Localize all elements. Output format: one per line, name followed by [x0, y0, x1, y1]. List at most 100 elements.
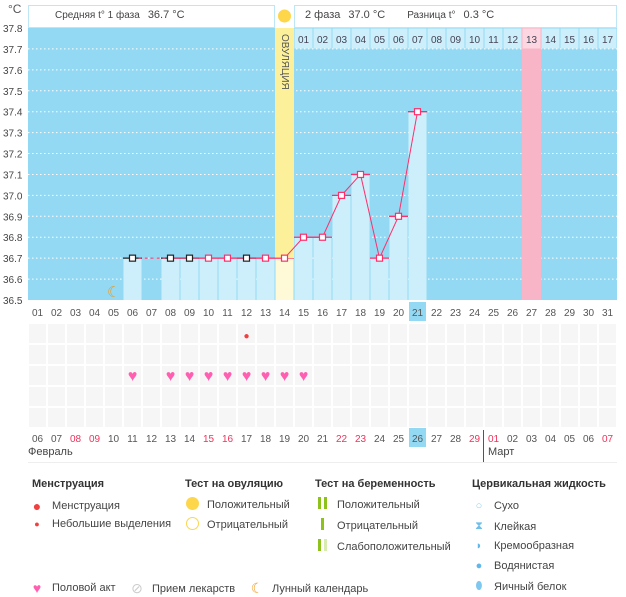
symptom-cell	[371, 366, 388, 385]
temperature-bar	[218, 258, 237, 300]
phase1-summary: Средняя t° 1 фаза 36.7 °C	[55, 9, 185, 21]
symptom-cell	[390, 324, 407, 343]
luteal-day-cell	[313, 28, 332, 49]
symptom-cell	[580, 324, 597, 343]
legend-medication: ⊘ Прием лекарств	[131, 580, 236, 596]
symptom-cell	[599, 408, 616, 427]
symptom-cell	[409, 408, 426, 427]
legend-cervical-title: Цервикальная жидкость	[472, 478, 606, 490]
bbt-chart: 37.8 37.7 37.6 37.5 37.4 37.3 37.2 37.1 37.0 36.9…	[3, 5, 617, 463]
date-label: 11	[127, 434, 138, 445]
legend-eggwhite: ⬮ Яичный белок	[472, 580, 567, 593]
symptom-cell	[143, 345, 160, 364]
symptom-cell	[200, 366, 217, 385]
luteal-day-cell	[503, 28, 522, 49]
temperature-point	[356, 170, 365, 179]
date-label: 05	[564, 434, 576, 445]
temperature-bar	[294, 237, 313, 300]
symptom-cell	[48, 387, 65, 406]
phase2-summary: 2 фаза 37.0 °C Разница t° 0.3 °C	[305, 9, 494, 21]
symptom-cell	[409, 387, 426, 406]
luteal-day-label: 06	[393, 35, 405, 46]
y-tick-label: 36.7	[3, 254, 23, 265]
legend-ov-positive: Положительный	[185, 497, 290, 513]
legend-ov-negative: Отрицательный	[185, 517, 288, 533]
symptom-cell	[599, 345, 616, 364]
symptom-cell	[371, 324, 388, 343]
date-label: 06	[583, 434, 595, 445]
ovulation-sun-icon	[278, 9, 291, 23]
symptom-cell	[447, 366, 464, 385]
legend-preg-positive: Положительный	[315, 497, 420, 512]
temperature-point	[375, 254, 384, 262]
luteal-day-label: 07	[412, 35, 424, 46]
symptom-cell	[219, 345, 236, 364]
temperature-bar	[161, 258, 180, 300]
cycle-day-label: 16	[317, 308, 329, 319]
y-tick-label: 37.0	[3, 191, 23, 202]
symptom-cell	[390, 387, 407, 406]
y-tick-label: 37.3	[3, 129, 23, 140]
symptom-cell	[124, 324, 141, 343]
small-drop-icon: ●	[34, 519, 40, 529]
symptom-cell	[504, 408, 521, 427]
symptom-cell	[295, 366, 312, 385]
date-label: 29	[469, 434, 481, 445]
legend-ovulation-title: Тест на овуляцию	[185, 478, 284, 490]
symptom-cell	[542, 387, 559, 406]
date-label: 03	[526, 434, 538, 445]
symptom-cell	[257, 324, 274, 343]
symptom-cell	[124, 387, 141, 406]
symptom-cell	[162, 345, 179, 364]
temperature-point	[223, 254, 232, 262]
temperature-point	[261, 254, 270, 262]
symptom-cell	[504, 387, 521, 406]
symptom-cell	[124, 366, 141, 385]
temperature-bar	[408, 111, 427, 300]
temperature-bar	[370, 258, 389, 300]
cycle-day-label: 29	[564, 308, 576, 319]
oval-drop-icon: ⬮	[475, 580, 483, 592]
heart-icon: ♥	[204, 368, 214, 385]
symptom-cell	[219, 408, 236, 427]
symptom-cell	[276, 408, 293, 427]
symptom-cell	[409, 324, 426, 343]
cycle-day-label: 15	[298, 308, 310, 319]
cycle-day-label: 04	[89, 308, 101, 319]
temperature-bar	[332, 195, 351, 300]
symptom-cell	[67, 366, 84, 385]
luteal-day-cell	[522, 28, 541, 49]
empty-circle-icon	[185, 517, 199, 533]
cycle-day-label: 30	[583, 308, 595, 319]
luteal-day-cell	[332, 28, 351, 49]
symptom-cell	[86, 366, 103, 385]
legend-spotting: ● Небольшие выделения	[30, 518, 171, 530]
legend-preg-weak: Слабоположительный	[315, 539, 451, 554]
symptom-cell	[67, 345, 84, 364]
symptom-cell	[257, 408, 274, 427]
symptom-cell	[257, 387, 274, 406]
symptom-cell	[200, 408, 217, 427]
luteal-day-cell	[446, 28, 465, 49]
temperature-point	[204, 254, 213, 262]
symptom-cell	[162, 324, 179, 343]
temperature-line	[398, 111, 418, 217]
temperature-bar	[123, 258, 142, 300]
symptom-cell	[523, 387, 540, 406]
temperature-line	[379, 216, 399, 259]
empty-drop-icon: ○	[475, 500, 483, 512]
symptom-cell	[390, 366, 407, 385]
luteal-day-label: 15	[564, 35, 576, 46]
phase1-label: Средняя t° 1 фаза	[55, 10, 140, 21]
symptom-cell	[238, 366, 255, 385]
symptom-cell	[29, 366, 46, 385]
y-tick-label: 36.9	[3, 212, 23, 223]
temperature-bar	[180, 258, 199, 300]
cycle-day-label: 27	[526, 308, 538, 319]
legend-menstruation: ● Менструация	[30, 498, 120, 514]
date-label: 24	[374, 434, 386, 445]
symptom-cell	[200, 345, 217, 364]
two-lines-icon	[315, 497, 329, 512]
current-day-highlight	[409, 302, 426, 321]
symptom-cell	[599, 387, 616, 406]
